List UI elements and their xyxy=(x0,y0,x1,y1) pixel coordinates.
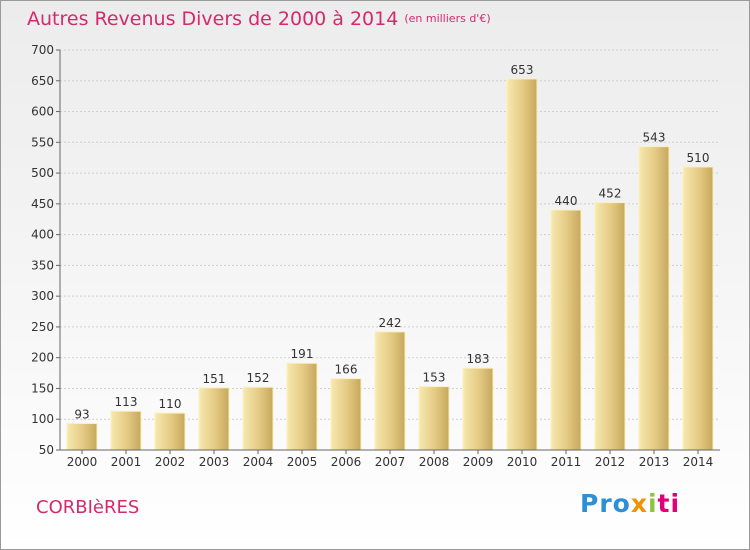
value-label-2004: 152 xyxy=(247,371,270,385)
value-label-2005: 191 xyxy=(291,347,314,361)
value-label-2013: 543 xyxy=(643,131,666,145)
value-label-2002: 110 xyxy=(159,397,182,411)
chart-title-text: Autres Revenus Divers de 2000 à 2014 xyxy=(27,8,399,30)
y-tick-label-3: 200 xyxy=(31,351,54,365)
bar-2004 xyxy=(242,386,274,451)
value-label-2010: 653 xyxy=(511,63,534,77)
logo-part-3: i xyxy=(647,489,658,518)
y-tick-label-5: 300 xyxy=(31,289,54,303)
x-tick-label-2007: 2007 xyxy=(375,455,406,469)
bar-2006 xyxy=(330,378,362,451)
x-tick-label-2014: 2014 xyxy=(683,455,714,469)
bar-2010 xyxy=(506,78,538,451)
y-tick-label-10: 550 xyxy=(31,135,54,149)
bar-2008 xyxy=(418,386,450,451)
y-tick-label-0: 50 xyxy=(39,443,54,457)
bar-2012 xyxy=(594,202,626,451)
value-label-2009: 183 xyxy=(467,352,490,366)
value-label-2014: 510 xyxy=(687,151,710,165)
bar-2001 xyxy=(110,410,142,451)
x-tick-label-2004: 2004 xyxy=(243,455,274,469)
x-tick-label-2000: 2000 xyxy=(67,455,98,469)
x-tick-label-2009: 2009 xyxy=(463,455,494,469)
value-label-2000: 93 xyxy=(74,408,89,422)
x-tick-label-2006: 2006 xyxy=(331,455,362,469)
bar-2009 xyxy=(462,367,494,451)
x-tick-label-2005: 2005 xyxy=(287,455,318,469)
y-tick-label-8: 450 xyxy=(31,197,54,211)
y-tick-label-13: 700 xyxy=(31,43,54,57)
logo-part-4: ti xyxy=(657,489,681,518)
logo-part-1: Pro xyxy=(580,489,631,518)
value-label-2011: 440 xyxy=(555,194,578,208)
y-tick-label-7: 400 xyxy=(31,228,54,242)
x-tick-label-2011: 2011 xyxy=(551,455,582,469)
grid-lines xyxy=(60,49,720,451)
chart-title: Autres Revenus Divers de 2000 à 2014 (en … xyxy=(27,8,491,30)
y-tick-label-12: 650 xyxy=(31,74,54,88)
y-tick-label-9: 500 xyxy=(31,166,54,180)
x-tick-label-2003: 2003 xyxy=(199,455,230,469)
value-label-2001: 113 xyxy=(115,395,138,409)
value-label-2008: 153 xyxy=(423,371,446,385)
commune-name: CORBIèRES xyxy=(36,497,140,518)
bar-2002 xyxy=(154,412,186,451)
y-tick-label-1: 100 xyxy=(31,412,54,426)
bar-2014 xyxy=(682,166,714,451)
x-tick-label-2002: 2002 xyxy=(155,455,186,469)
x-tick-label-2013: 2013 xyxy=(639,455,670,469)
bar-2000 xyxy=(66,423,98,451)
proxiti-logo: Proxiti xyxy=(580,489,680,518)
bar-2007 xyxy=(374,331,406,451)
logo-part-2: x xyxy=(630,489,648,518)
x-axis: 2000 2001 2002 2003 2004 2005 2006 2007 2008 2009… xyxy=(60,449,720,469)
value-label-2012: 452 xyxy=(599,187,622,201)
bar-2011 xyxy=(550,209,582,451)
x-tick-label-2012: 2012 xyxy=(595,455,626,469)
bar-2005 xyxy=(286,362,318,451)
bars: 93 113 110 151 152 191 166 242 153 183 653 440 452 54… xyxy=(66,63,714,451)
y-tick-label-4: 250 xyxy=(31,320,54,334)
x-tick-label-2010: 2010 xyxy=(507,455,538,469)
y-tick-label-6: 350 xyxy=(31,258,54,272)
y-tick-label-11: 600 xyxy=(31,105,54,119)
x-tick-label-2001: 2001 xyxy=(111,455,142,469)
y-axis: 50 100 150 200 250 300 350 400 450 500 550 600 650 70… xyxy=(31,43,61,457)
y-tick-label-2: 150 xyxy=(31,381,54,395)
chart-unit: (en milliers d'€) xyxy=(404,12,491,25)
value-label-2003: 151 xyxy=(203,372,226,386)
value-label-2006: 166 xyxy=(335,363,358,377)
x-tick-label-2008: 2008 xyxy=(419,455,450,469)
bar-2003 xyxy=(198,387,230,451)
bar-2013 xyxy=(638,146,670,451)
value-label-2007: 242 xyxy=(379,316,402,330)
